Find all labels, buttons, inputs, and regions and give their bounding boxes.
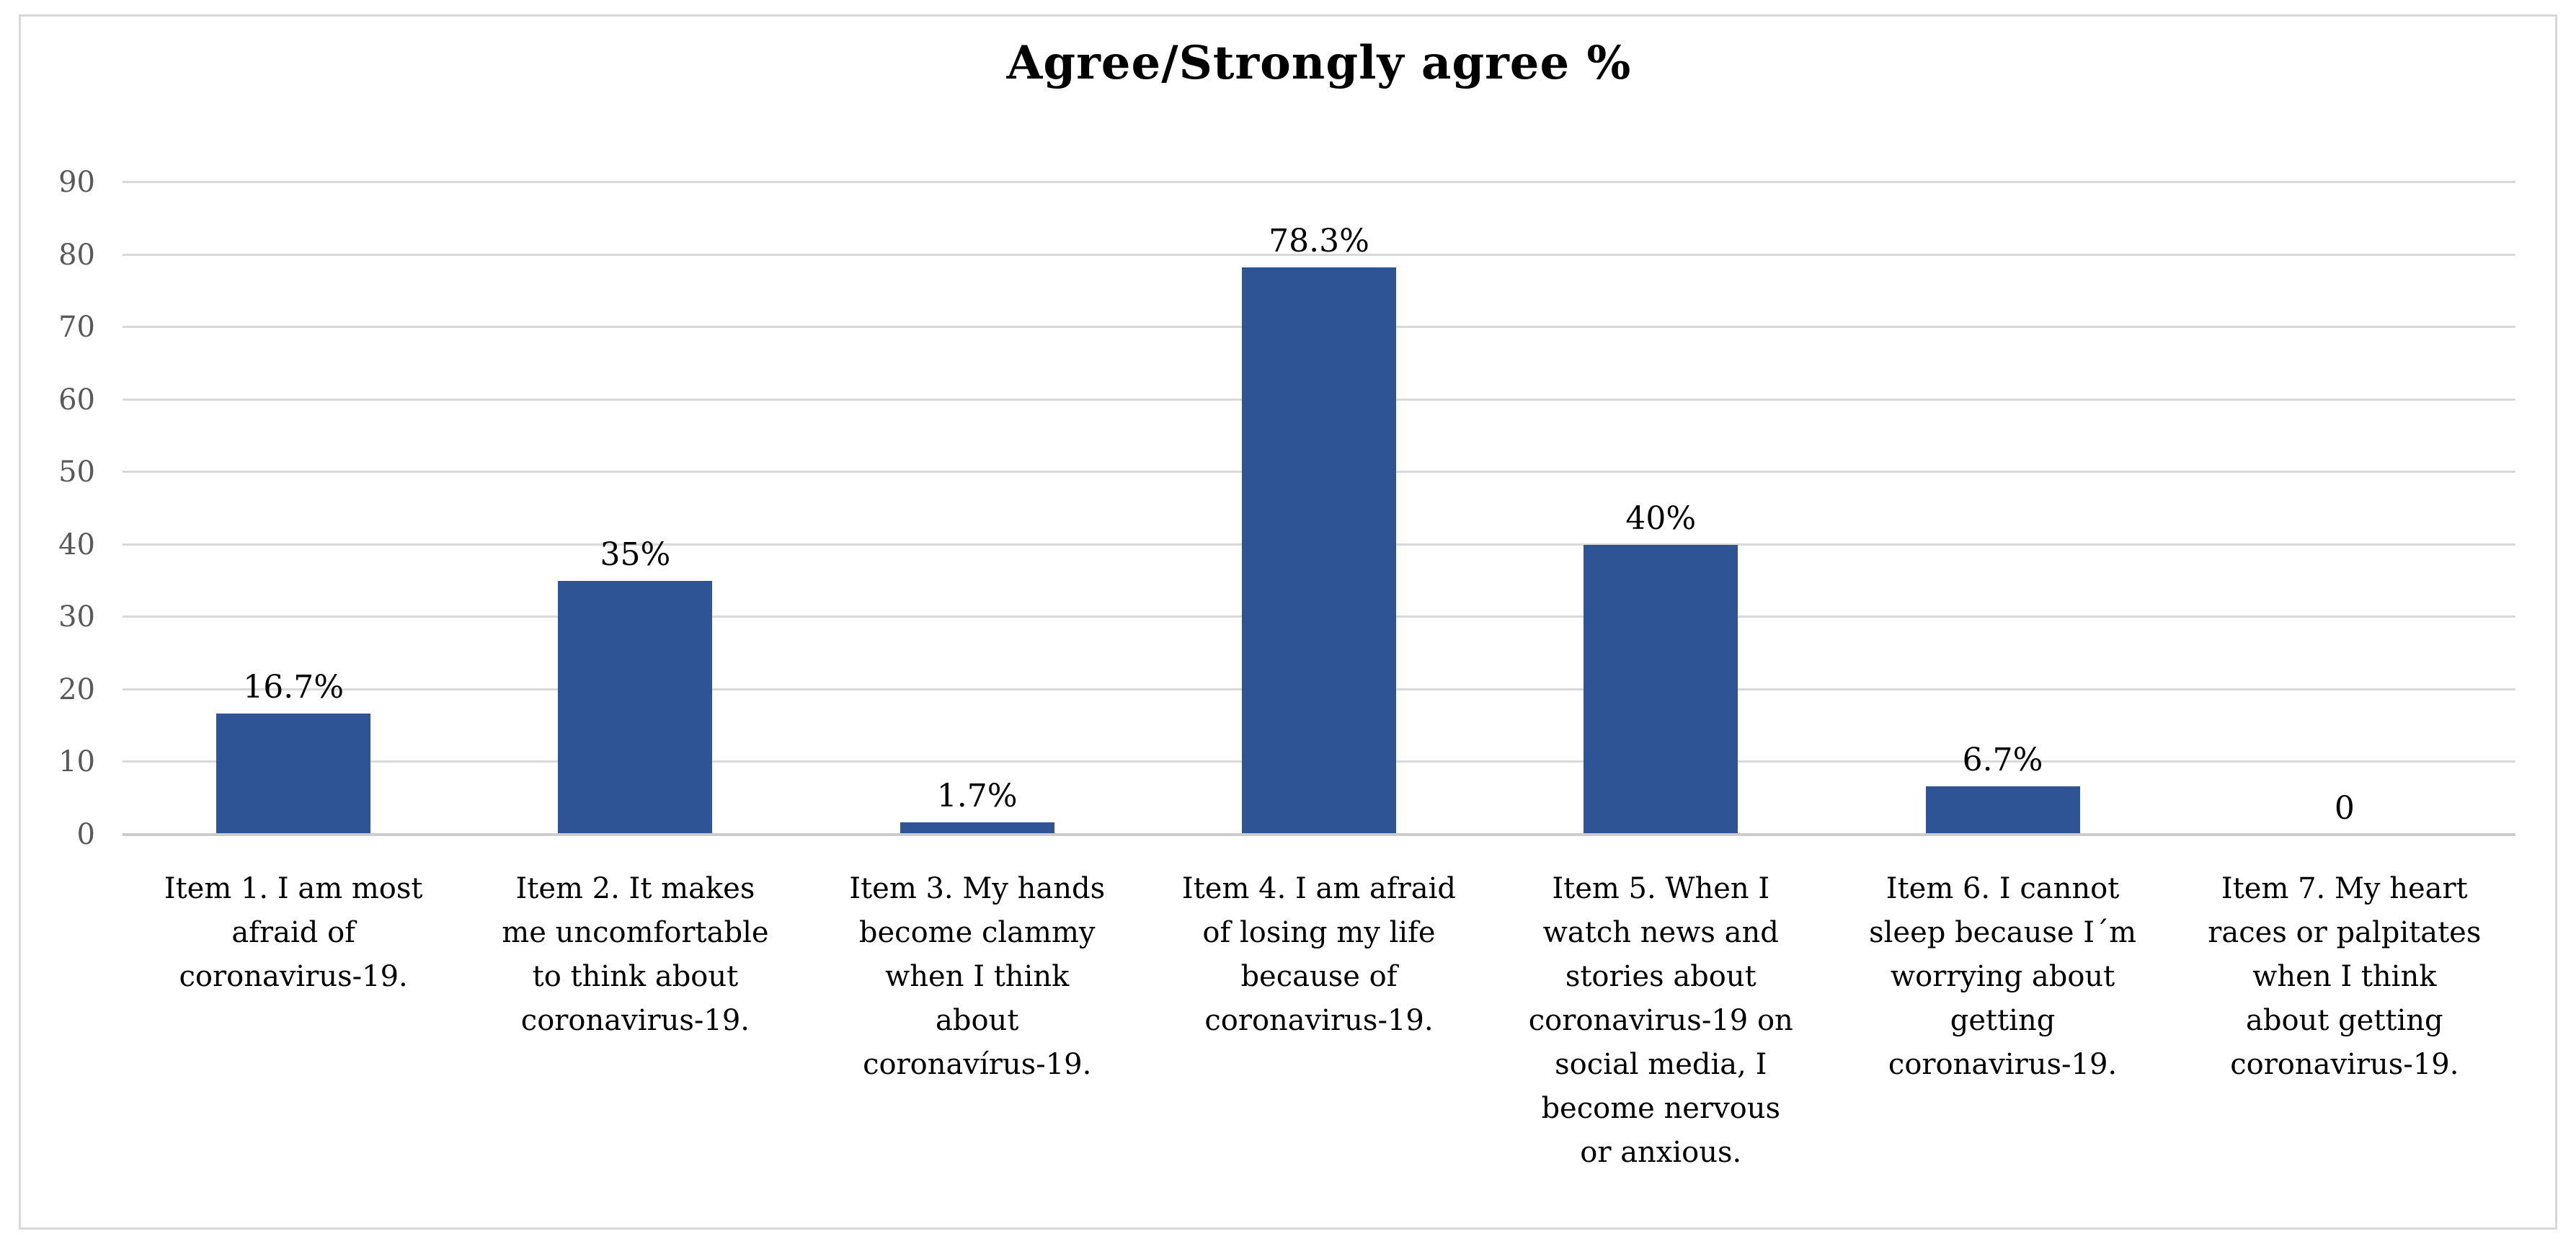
y-axis-labels: 90 80 70 60 50 40 30 20 10 0 xyxy=(0,166,105,851)
bar-item-4 xyxy=(1242,267,1396,835)
bar-value-label-4: 78.3% xyxy=(1269,222,1369,259)
category-label-6: Item 6. I cannot sleep because I´m worry… xyxy=(1869,872,2136,1081)
y-axis-tick-label-90: 90 xyxy=(58,166,95,199)
y-axis-tick-label-60: 60 xyxy=(58,383,95,417)
y-axis-tick-label-70: 70 xyxy=(58,311,95,345)
y-axis-tick-label-40: 40 xyxy=(58,528,95,561)
plot-area: 16.7% 35% 1.7% 78.3% 40% 6.7% 0 xyxy=(123,181,2515,836)
bar-item-3 xyxy=(900,822,1054,835)
x-axis-labels: Item 1. I am most afraid of coronavirus-… xyxy=(123,867,2515,1175)
category-label-1: Item 1. I am most afraid of coronavirus-… xyxy=(164,872,423,993)
category-label-5: Item 5. When I watch news and stories ab… xyxy=(1528,872,1793,1169)
category-label-3: Item 3. My hands become clammy when I th… xyxy=(849,872,1106,1081)
bar-value-label-2: 35% xyxy=(600,536,671,574)
bar-value-label-5: 40% xyxy=(1625,499,1697,537)
y-axis-tick-label-10: 10 xyxy=(58,745,95,779)
y-axis-tick-label-20: 20 xyxy=(58,672,95,706)
gridline-80 xyxy=(123,253,2515,256)
x-axis-line xyxy=(123,833,2515,836)
bar-item-2 xyxy=(558,581,713,835)
y-axis-tick-label-80: 80 xyxy=(58,238,95,272)
bar-value-label-3: 1.7% xyxy=(936,777,1018,814)
bar-value-label-7: 0 xyxy=(2334,790,2355,827)
y-axis-tick-label-50: 50 xyxy=(58,456,95,489)
bar-value-label-6: 6.7% xyxy=(1962,741,2043,778)
bar-item-6 xyxy=(1925,786,2080,835)
category-label-2: Item 2. It makes me uncomfortable to thi… xyxy=(502,872,769,1037)
bar-value-label-1: 16.7% xyxy=(243,669,345,706)
bar-item-1 xyxy=(216,714,371,835)
chart-title: Agree/Strongly agree % xyxy=(1006,36,1632,90)
y-axis-tick-label-0: 0 xyxy=(76,818,95,851)
gridline-90 xyxy=(123,181,2515,183)
bar-item-5 xyxy=(1584,544,1738,835)
category-label-7: Item 7. My heart races or palpitates whe… xyxy=(2208,872,2482,1081)
category-label-4: Item 4. I am afraid of losing my life be… xyxy=(1181,872,1457,1037)
y-axis-tick-label-30: 30 xyxy=(58,600,95,634)
